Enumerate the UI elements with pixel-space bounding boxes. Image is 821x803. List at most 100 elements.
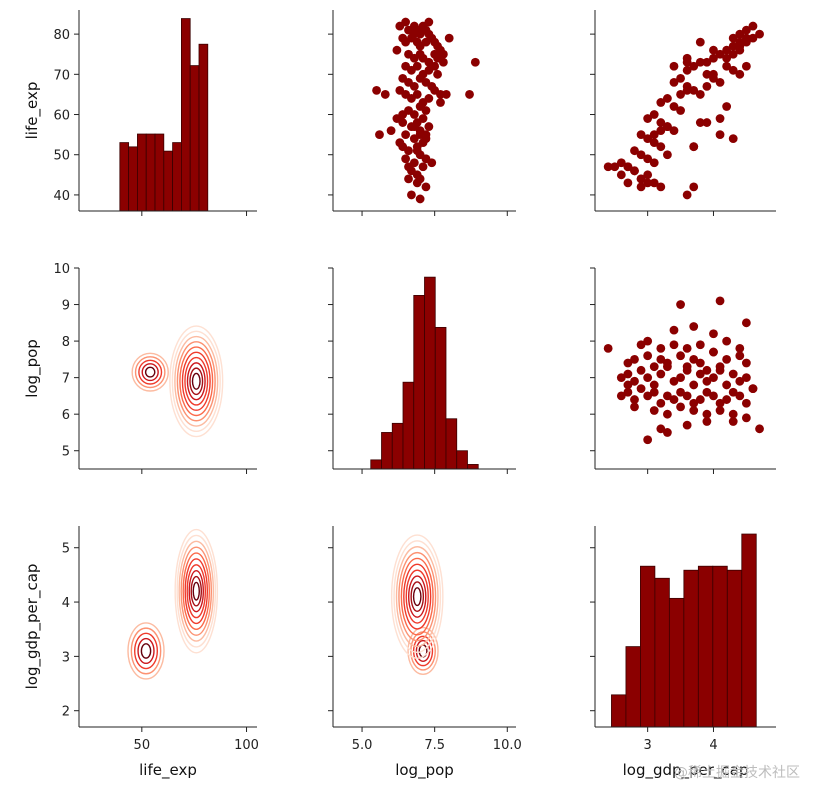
- scatter-point: [427, 158, 437, 168]
- scatter-point: [623, 387, 633, 397]
- scatter-point: [424, 94, 434, 103]
- scatter-point: [663, 391, 672, 401]
- scatter-point: [623, 380, 633, 390]
- scatter-point: [409, 122, 419, 131]
- kde-contour: [192, 581, 200, 601]
- scatter-point: [401, 17, 411, 27]
- scatter-point: [715, 114, 725, 123]
- panel-content: [372, 17, 480, 204]
- scatter-point: [735, 41, 745, 51]
- x-axis-label: log_gdp_per_cap: [623, 761, 749, 780]
- kde-contour: [398, 551, 437, 642]
- kde-contour: [174, 528, 219, 654]
- x-tick-label: 7.5: [424, 738, 445, 753]
- scatter-point: [656, 182, 666, 192]
- scatter-point: [636, 340, 646, 350]
- kde-contour: [176, 341, 216, 422]
- scatter-point: [741, 358, 751, 368]
- panel-r0-c1: [328, 10, 516, 216]
- scatter-point: [715, 49, 725, 59]
- scatter-point: [715, 406, 725, 415]
- scatter-point: [741, 61, 751, 71]
- panel-content: [611, 533, 757, 727]
- scatter-point: [649, 138, 659, 148]
- scatter-point: [728, 387, 738, 397]
- scatter-point: [755, 29, 764, 39]
- kde-contour: [178, 540, 215, 642]
- scatter-point: [407, 190, 416, 200]
- scatter-point: [649, 178, 659, 188]
- scatter-point: [669, 61, 679, 71]
- scatter-point: [636, 365, 646, 375]
- kde-contour: [144, 366, 156, 378]
- panel-content: [119, 18, 209, 211]
- scatter-point: [643, 114, 653, 123]
- scatter-point: [669, 376, 679, 386]
- scatter-point: [748, 33, 758, 43]
- kde-contour: [407, 575, 427, 618]
- scatter-point: [741, 318, 751, 328]
- scatter-point: [676, 106, 685, 115]
- scatter-point: [709, 391, 718, 401]
- panel-r2-c0: 50 100 2 3 4 5: [62, 526, 259, 753]
- scatter-point: [702, 365, 712, 375]
- scatter-point: [715, 77, 725, 87]
- kde-contour: [140, 643, 152, 659]
- hist-bar: [402, 381, 415, 469]
- hist-bar: [145, 133, 156, 211]
- scatter-point: [709, 347, 718, 357]
- scatter-point: [741, 373, 751, 383]
- scatter-point: [682, 391, 692, 401]
- scatter-point: [656, 424, 666, 434]
- scatter-point: [649, 406, 659, 415]
- kde-contour: [189, 367, 204, 396]
- scatter-point: [722, 336, 732, 346]
- kde-contour: [180, 546, 213, 636]
- scatter-point: [663, 150, 672, 160]
- scatter-point: [441, 90, 451, 99]
- x-tick-label: 4: [709, 738, 717, 753]
- scatter-point: [695, 340, 705, 350]
- panel-r1-c2: [590, 267, 776, 474]
- hist-bar: [467, 464, 479, 469]
- panel-r0-c0: 40 50 60 70 80: [53, 10, 257, 216]
- scatter-point: [689, 398, 699, 408]
- scatter-point: [630, 376, 639, 386]
- scatter-point: [728, 369, 738, 379]
- scatter-point: [643, 435, 653, 445]
- scatter-point: [643, 336, 653, 346]
- scatter-point: [728, 33, 738, 43]
- scatter-point: [649, 380, 659, 390]
- hist-bar: [654, 577, 670, 727]
- scatter-point: [470, 57, 480, 67]
- scatter-point: [702, 387, 712, 397]
- scatter-point: [603, 344, 613, 353]
- kde-contour: [412, 635, 434, 667]
- watermark: @稀土掘金技术社区: [674, 765, 800, 781]
- kde-contour: [400, 557, 434, 636]
- scatter-point: [722, 45, 732, 55]
- scatter-point: [689, 354, 699, 364]
- scatter-point: [728, 41, 738, 51]
- scatter-point: [409, 81, 419, 91]
- scatter-point: [643, 373, 653, 383]
- scatter-point: [676, 387, 685, 397]
- scatter-point: [722, 53, 732, 63]
- kde-contour: [174, 335, 219, 427]
- scatter-point: [603, 162, 613, 172]
- scatter-point: [735, 29, 745, 39]
- scatter-point: [735, 391, 745, 401]
- scatter-point: [709, 329, 718, 339]
- kde-contour: [393, 540, 442, 654]
- kde-contour: [407, 626, 439, 676]
- kde-contour: [184, 558, 209, 625]
- y-tick-label: 3: [62, 650, 70, 665]
- scatter-point: [630, 395, 639, 404]
- x-axis-label: log_pop: [395, 761, 454, 780]
- scatter-point: [709, 53, 718, 63]
- y-tick-label: 5: [62, 445, 70, 460]
- scatter-point: [663, 428, 672, 437]
- scatter-point: [676, 402, 685, 412]
- scatter-point: [722, 61, 732, 71]
- y-tick-label: 50: [53, 149, 70, 164]
